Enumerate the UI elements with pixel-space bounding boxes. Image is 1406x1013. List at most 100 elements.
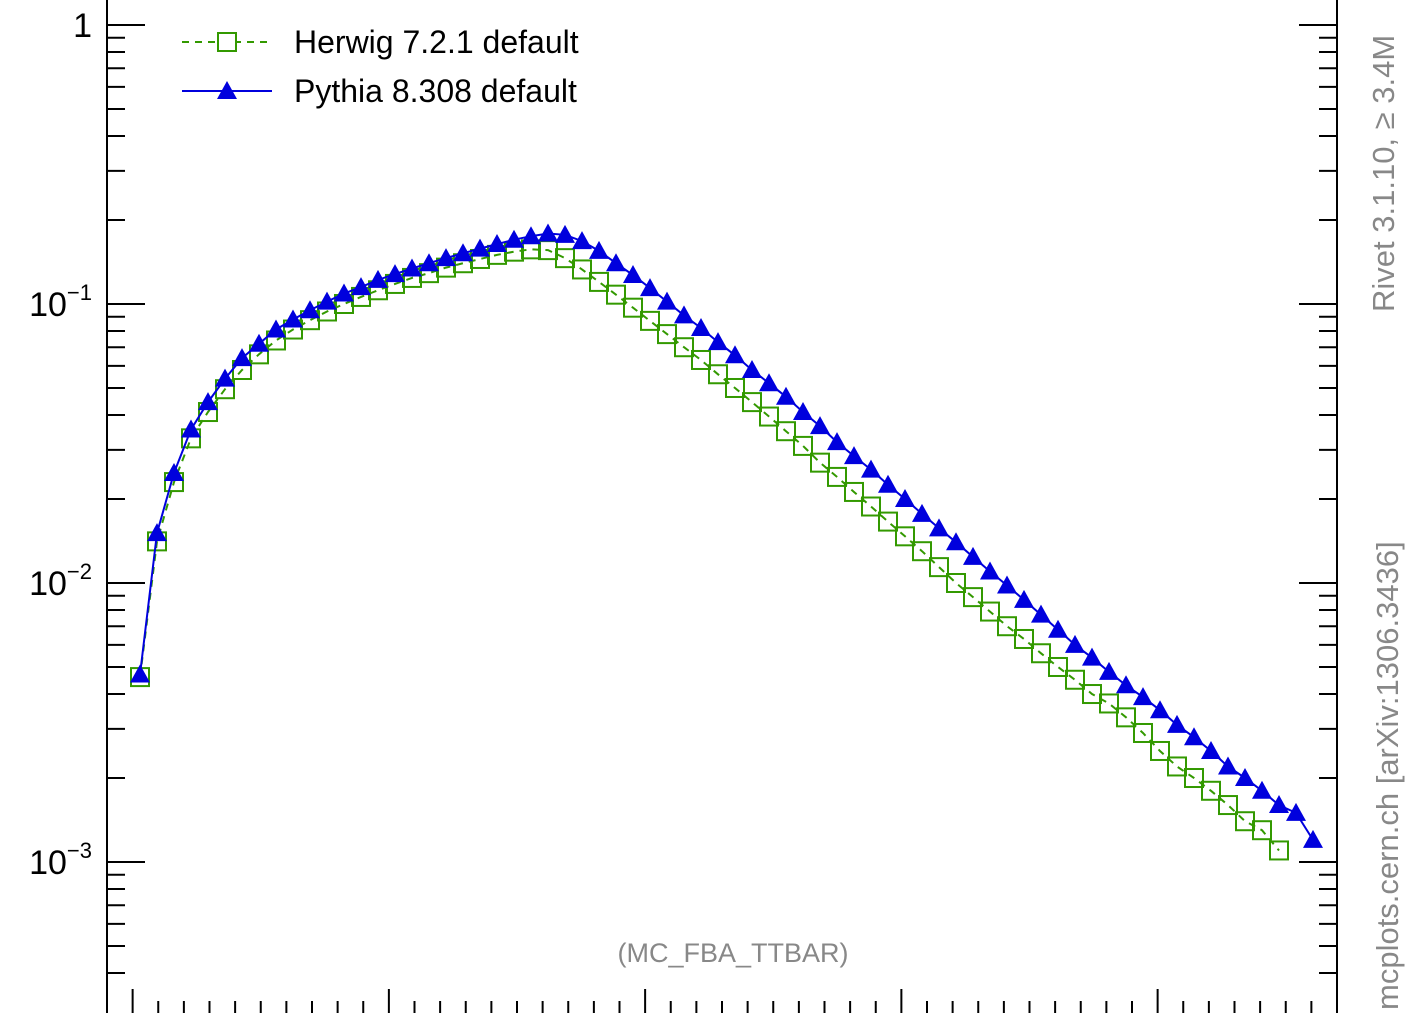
legend-entry-pythia: Pythia 8.308 default	[182, 73, 577, 109]
data-point	[674, 305, 694, 324]
data-point	[946, 573, 966, 593]
data-point	[470, 238, 490, 257]
data-point	[1235, 768, 1255, 787]
data-point	[504, 229, 524, 248]
data-point	[572, 231, 592, 250]
data-point	[1082, 647, 1102, 666]
data-point	[436, 248, 456, 267]
series-line	[139, 232, 1314, 841]
data-point	[861, 459, 881, 478]
y-axis-ticks: 1 10−1 10−2 10−3	[29, 7, 1337, 975]
data-point	[1218, 795, 1238, 816]
side-text-mcplots: mcplots.cern.ch [arXiv:1306.3436]	[1370, 541, 1405, 1010]
side-text-rivet: Rivet 3.1.10, ≥ 3.4M	[1366, 35, 1401, 312]
data-point	[861, 496, 881, 517]
data-point	[946, 532, 966, 551]
data-point	[980, 561, 1000, 580]
data-point	[759, 406, 779, 427]
data-point	[130, 664, 150, 683]
data-point	[572, 259, 592, 280]
data-point	[232, 348, 252, 367]
data-point	[1065, 634, 1085, 653]
legend-herwig-label: Herwig 7.2.1 default	[294, 24, 579, 60]
data-point	[895, 526, 915, 547]
data-point	[1133, 687, 1153, 706]
y-tick-label: 1	[73, 7, 92, 45]
data-point	[640, 278, 660, 297]
data-point	[521, 226, 541, 245]
data-point	[759, 373, 779, 392]
legend-pythia-marker	[217, 81, 237, 99]
data-point	[1167, 714, 1187, 733]
data-point	[844, 446, 864, 465]
data-point	[1218, 756, 1238, 775]
data-point	[1116, 675, 1136, 694]
data-point	[1099, 693, 1119, 714]
data-point	[997, 616, 1017, 637]
data-point	[844, 481, 864, 502]
data-point	[1269, 795, 1289, 814]
data-point	[657, 291, 677, 310]
data-point	[1048, 619, 1068, 638]
data-point	[419, 253, 439, 272]
data-point	[487, 234, 507, 253]
data-point	[1269, 840, 1289, 861]
data-point	[334, 283, 354, 302]
data-point	[963, 587, 983, 608]
data-point	[606, 253, 626, 272]
data-point	[929, 557, 949, 578]
data-point	[793, 435, 813, 456]
data-point	[606, 284, 626, 305]
data-point	[827, 466, 847, 487]
data-point	[623, 297, 643, 318]
series-group	[130, 223, 1323, 861]
data-point	[1116, 707, 1136, 728]
data-point	[810, 416, 830, 435]
data-point	[827, 432, 847, 451]
data-point	[1150, 740, 1170, 761]
data-point	[776, 386, 796, 405]
data-point	[1031, 643, 1051, 664]
y-tick-label: 10−1	[29, 280, 92, 324]
data-point	[181, 419, 201, 438]
data-point	[742, 392, 762, 413]
data-point	[674, 337, 694, 358]
data-point	[385, 264, 405, 283]
legend-pythia-label: Pythia 8.308 default	[294, 73, 577, 109]
data-point	[725, 377, 745, 398]
y-tick-label: 10−3	[29, 838, 92, 882]
data-point	[538, 223, 558, 242]
data-point	[402, 258, 422, 277]
plot-frame	[106, 0, 1338, 1013]
data-point	[1133, 722, 1153, 743]
data-point	[895, 489, 915, 508]
data-point	[1065, 669, 1085, 690]
data-point	[300, 300, 320, 319]
data-point	[1167, 756, 1187, 777]
data-point	[1303, 829, 1323, 848]
analysis-annotation: (MC_FBA_TTBAR)	[617, 938, 848, 968]
data-point	[878, 474, 898, 493]
legend: Herwig 7.2.1 default Pythia 8.308 defaul…	[182, 24, 579, 109]
data-point	[1184, 768, 1204, 789]
data-point	[691, 318, 711, 337]
data-point	[215, 368, 235, 387]
data-point	[623, 265, 643, 284]
data-point	[1150, 700, 1170, 719]
data-point	[1201, 780, 1221, 801]
data-point	[708, 332, 728, 351]
data-point	[266, 319, 286, 338]
data-point	[368, 269, 388, 288]
series-pythia	[130, 223, 1323, 848]
data-point	[1235, 811, 1255, 832]
data-point	[555, 224, 575, 243]
data-point	[776, 421, 796, 442]
data-point	[1099, 661, 1119, 680]
data-point	[1014, 628, 1034, 649]
data-point	[657, 324, 677, 345]
data-point	[198, 392, 218, 411]
data-point	[555, 248, 575, 269]
series-line	[139, 248, 1280, 852]
data-point	[1031, 604, 1051, 623]
data-point	[1048, 656, 1068, 677]
